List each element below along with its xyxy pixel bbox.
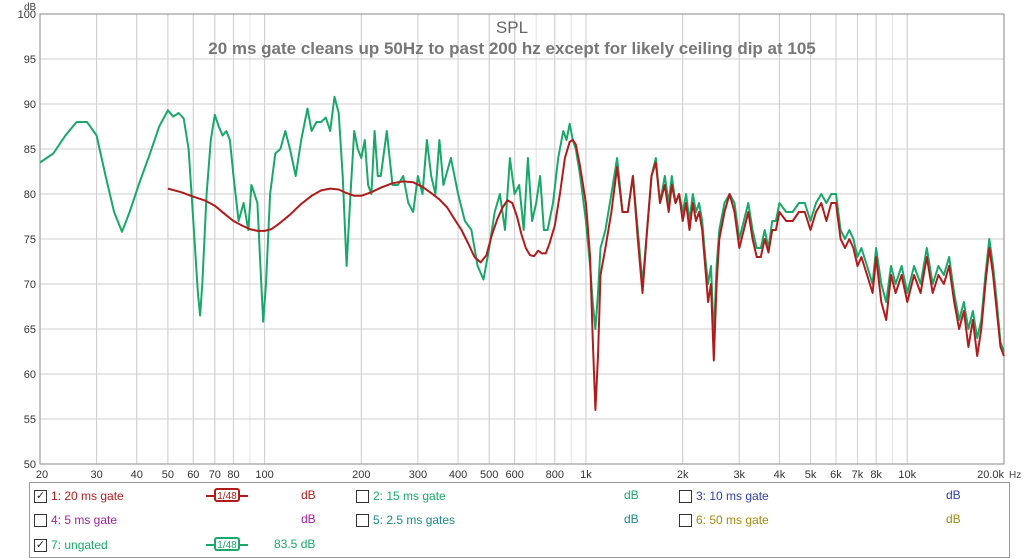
y-tick-label: 65 xyxy=(24,324,36,336)
x-tick-label: 50 xyxy=(162,469,174,481)
legend-label: 6: 50 ms gate xyxy=(696,513,769,527)
x-tick-label: 1k xyxy=(580,469,592,481)
legend-label: 7: ungated xyxy=(51,538,108,552)
legend-label: 1: 20 ms gate xyxy=(51,489,124,503)
legend-label: 5: 2.5 ms gates xyxy=(373,513,456,527)
legend-label: 3: 10 ms gate xyxy=(696,489,769,503)
x-tick-label: 7k xyxy=(852,469,864,481)
series-line-7-ungated xyxy=(39,95,1005,352)
x-unit-label: Hz xyxy=(1009,470,1021,481)
x-tick-label: 100 xyxy=(255,469,273,481)
x-tick-label: 2k xyxy=(677,469,689,481)
y-tick-label: 85 xyxy=(24,144,36,156)
x-tick-label: 800 xyxy=(546,469,564,481)
y-tick-label: 60 xyxy=(24,369,36,381)
x-tick-label: 4k xyxy=(774,469,786,481)
smoothing-badge[interactable]: 1/48 xyxy=(206,537,248,551)
legend-value: dB xyxy=(624,488,639,502)
x-tick-label: 5k xyxy=(805,469,817,481)
legend-value: dB xyxy=(624,512,639,526)
y-unit-label: dB xyxy=(24,2,37,13)
y-tick-label: 50 xyxy=(24,459,36,471)
x-tick-label: 30 xyxy=(90,469,102,481)
checkbox[interactable] xyxy=(679,490,692,503)
x-tick-label: 20.0k xyxy=(977,469,1004,481)
y-tick-label: 80 xyxy=(24,189,36,201)
checkbox[interactable]: ✓ xyxy=(34,490,47,503)
x-tick-label: 20 xyxy=(36,469,48,481)
checkbox[interactable] xyxy=(679,514,692,527)
y-tick-label: 95 xyxy=(24,54,36,66)
x-tick-label: 600 xyxy=(505,469,523,481)
x-tick-label: 40 xyxy=(131,469,143,481)
y-tick-label: 75 xyxy=(24,234,36,246)
legend: ✓ 1: 20 ms gate 1/48 dB 2: 15 ms gate dB… xyxy=(29,482,1010,558)
x-tick-label: 10k xyxy=(898,469,916,481)
series-line-1-20-ms-gate xyxy=(167,139,1005,411)
smoothing-badge[interactable]: 1/48 xyxy=(206,488,248,502)
x-tick-label: 500 xyxy=(480,469,498,481)
y-tick-label: 55 xyxy=(24,414,36,426)
checkbox[interactable]: ✓ xyxy=(34,539,47,552)
legend-value: 83.5 dB xyxy=(274,537,316,551)
legend-value: dB xyxy=(946,488,961,502)
chart-title: SPL xyxy=(496,18,528,37)
x-tick-label: 80 xyxy=(227,469,239,481)
legend-value: dB xyxy=(301,512,316,526)
axis-ticks: 50 55 60 65 70 75 80 85 90 95 100 20 30 40 50 60 70 80 100… xyxy=(18,9,1005,481)
spl-chart: 50 55 60 65 70 75 80 85 90 95 100 20 30 40 50 60 70 80 100… xyxy=(18,2,1022,481)
x-tick-label: 60 xyxy=(187,469,199,481)
legend-label: 4: 5 ms gate xyxy=(51,513,118,527)
x-tick-label: 300 xyxy=(409,469,427,481)
grid xyxy=(39,13,1005,465)
legend-value: dB xyxy=(301,488,316,502)
legend-value: dB xyxy=(946,512,961,526)
y-tick-label: 100 xyxy=(18,9,36,21)
plot-area xyxy=(39,95,1005,411)
checkbox[interactable] xyxy=(34,514,47,527)
x-tick-label: 400 xyxy=(449,469,467,481)
chart-subtitle: 20 ms gate cleans up 50Hz to past 200 hz… xyxy=(208,39,816,58)
x-tick-label: 70 xyxy=(209,469,221,481)
x-tick-label: 6k xyxy=(830,469,842,481)
x-tick-label: 3k xyxy=(733,469,745,481)
x-tick-label: 200 xyxy=(352,469,370,481)
checkbox[interactable] xyxy=(356,514,369,527)
y-tick-label: 70 xyxy=(24,279,36,291)
legend-label: 2: 15 ms gate xyxy=(373,489,446,503)
plot-border xyxy=(39,13,1005,465)
x-tick-label: 8k xyxy=(870,469,882,481)
y-tick-label: 90 xyxy=(24,99,36,111)
checkbox[interactable] xyxy=(356,490,369,503)
